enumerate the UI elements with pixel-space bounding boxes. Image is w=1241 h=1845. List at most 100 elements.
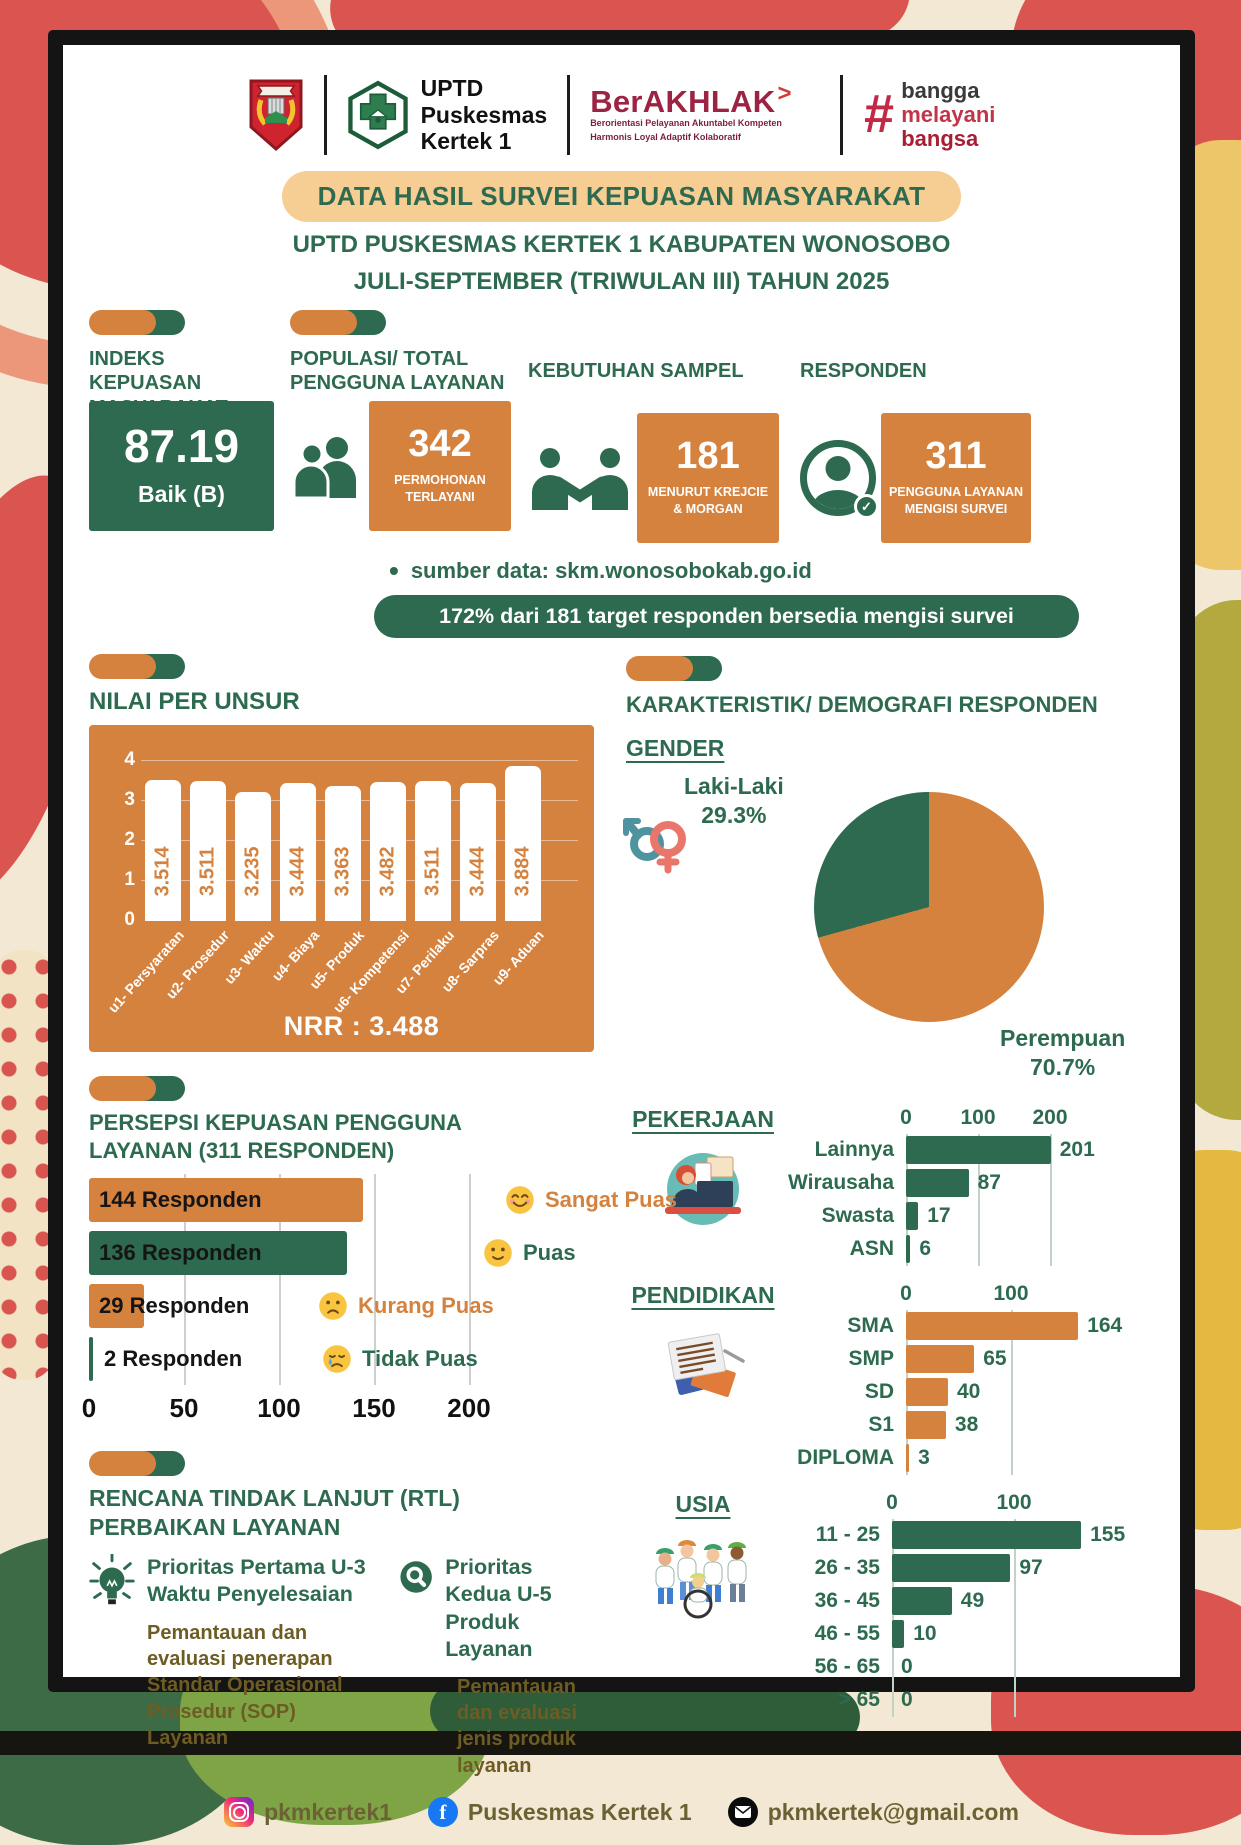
crying-face-icon	[323, 1345, 351, 1373]
bar-value-label: 17	[927, 1204, 951, 1227]
bar	[906, 1136, 1051, 1164]
email-icon	[727, 1797, 758, 1828]
usia-bar-row: 11 - 25 155	[788, 1519, 1154, 1552]
bar-category-label: 36 - 45	[814, 1589, 880, 1612]
footer-contacts: pkmkertek1 Puskesmas Kertek 1 pkmkertek@…	[89, 1797, 1154, 1828]
unsur-bar: 3.514	[145, 780, 181, 921]
stat-ikm: INDEKS KEPUASAN MASYARAKAT (IKM) 87.19 B…	[89, 310, 274, 543]
pendidikan-x-axis: 0 100	[900, 1282, 1154, 1310]
x-tick-label: u7- Perilaku	[391, 927, 457, 997]
pendidikan-bar-chart: 0 100 SMA 164 SMP 65 SD 40 S1 38 DIPLOMA 3	[788, 1282, 1154, 1475]
bar	[906, 1202, 919, 1230]
bangga-word: bangga	[901, 78, 980, 104]
documents-illustration	[667, 1332, 745, 1397]
bar-value-label: 3.235	[241, 846, 264, 897]
berakhlak-logo: BerAKHLAK > Berorientasi Pelayanan Akunt…	[590, 82, 820, 143]
facebook-contact: Puskesmas Kertek 1	[427, 1797, 692, 1828]
summary-stats-row: INDEKS KEPUASAN MASYARAKAT (IKM) 87.19 B…	[89, 310, 1154, 543]
unit-name-line: Puskesmas	[420, 101, 548, 128]
x-tick-label: 200	[1032, 1105, 1068, 1129]
persepsi-bar-row: 29 Responden Kurang Puas	[89, 1284, 594, 1328]
pie-label-perempuan: Perempuan 70.7%	[1000, 1024, 1126, 1081]
nrr-note: NRR : 3.488	[283, 1011, 440, 1041]
pendidikan-heading: PENDIDIKAN	[631, 1281, 775, 1308]
bar-category-label: SD	[864, 1380, 894, 1403]
bar-value-label: 10	[913, 1622, 937, 1645]
pendidikan-bar-row: DIPLOMA 3	[788, 1442, 1154, 1475]
usia-bar-row: 26 - 35 97	[788, 1552, 1154, 1585]
unsur-bar: 3.363	[325, 786, 361, 921]
y-tick-label: 0	[124, 909, 135, 930]
berakhlak-subtitle: Berorientasi Pelayanan Akuntabel Kompete…	[590, 118, 782, 129]
x-gridline	[279, 1174, 281, 1385]
pendidikan-bar-row: SMP 65	[788, 1343, 1154, 1376]
stat-sampel: KEBUTUHAN SAMPEL 181 MENURUT KREJCIE & M…	[528, 310, 784, 543]
bar-value-label: 49	[960, 1589, 985, 1612]
bar-value-label: 155	[1090, 1523, 1126, 1546]
puskesmas-cross-icon	[347, 80, 408, 150]
section-marker	[89, 310, 185, 335]
bar-category-label: 56 - 65	[814, 1655, 880, 1678]
x-tick-label: 150	[352, 1393, 396, 1423]
bar-value-label: 201	[1059, 1138, 1095, 1161]
x-tick-label: 0	[900, 1105, 912, 1129]
handshake-icon	[532, 448, 628, 510]
gender-pie-chart: Laki-Laki 29.3% Perempuan 70.7%	[618, 772, 1154, 1090]
persepsi-bar	[89, 1178, 363, 1222]
bar-value-label: 0	[901, 1688, 913, 1711]
ikm-category: Baik (B)	[138, 480, 225, 507]
rtl-body-text: Pemantauan dan evaluasi jenis produk lay…	[457, 1675, 578, 1777]
populasi-value: 342	[408, 423, 472, 466]
bar-label: 2 Responden	[104, 1346, 243, 1371]
section-marker	[89, 1451, 185, 1476]
x-tick-label: 100	[996, 1490, 1032, 1514]
unsur-bar-chart: 0 1 2 3 4 3.514 3.511 3.235 3.444 3.363 3.482 3.511…	[89, 725, 594, 1052]
bar-value-label: 3.444	[286, 846, 309, 897]
populasi-value-box: 342 PERMOHONAN TERLAYANI	[369, 401, 511, 531]
pekerjaan-bar-row: Lainnya 201	[788, 1134, 1154, 1167]
unit-name-line: UPTD	[420, 75, 484, 102]
pekerjaan-section: PEKERJAAN 0 100 2	[618, 1106, 1154, 1266]
x-tick-label: u3- Waktu	[220, 927, 277, 988]
pekerjaan-bar-chart: 0 100 200 Lainnya 201 Wirausaha 87 Swasta 17 ASN 6	[788, 1106, 1154, 1266]
usia-heading: USIA	[675, 1490, 731, 1517]
people-group-illustration	[655, 1539, 747, 1618]
section-marker	[626, 656, 722, 681]
bar-value-label: 97	[1019, 1556, 1043, 1579]
bar-category-label: SMA	[847, 1314, 894, 1337]
email-address: pkmkertek@gmail.com	[767, 1798, 1019, 1825]
demografi-heading: KARAKTERISTIK/ DEMOGRAFI RESPONDEN	[626, 692, 1098, 717]
infographic-card: UPTD Puskesmas Kertek 1 BerAKHLAK > Bero…	[48, 30, 1195, 1828]
source-note: sumber data: skm.wonosobokab.go.id	[389, 555, 1154, 587]
divider	[840, 75, 844, 155]
bar-value-label: 87	[977, 1171, 1001, 1194]
ikm-value-box: 87.19 Baik (B)	[89, 401, 274, 531]
unsur-bars: 3.514 3.511 3.235 3.444 3.363 3.482 3.511 3.444…	[145, 761, 578, 921]
ikm-value: 87.19	[123, 420, 240, 473]
stat-heading: RESPONDEN	[800, 360, 927, 382]
usia-section: USIA	[618, 1491, 1154, 1717]
hashtag-icon: #	[863, 84, 894, 145]
bar-value-label: 3	[918, 1446, 930, 1469]
y-tick-label: 2	[124, 829, 135, 850]
responden-value: 311	[925, 435, 987, 478]
section-marker	[89, 1076, 185, 1101]
bar-value-label: 3.511	[196, 847, 219, 896]
slightly-smiling-face-icon	[484, 1239, 512, 1267]
y-tick-label: 4	[124, 749, 135, 770]
page-title: DATA HASIL SURVEI KEPUASAN MASYARAKAT	[281, 171, 962, 222]
x-tick-label: 0	[81, 1393, 97, 1423]
rtl-second-priority: Prioritas Kedua U-5 Produk Layanan Peman…	[399, 1554, 594, 1780]
bar-category-label: 46 - 55	[814, 1622, 880, 1645]
unsur-bar: 3.511	[415, 780, 451, 921]
x-tick-label: 0	[886, 1490, 898, 1514]
bar-value-label: 0	[901, 1655, 913, 1678]
berakhlak-title: BerAKHLAK	[590, 84, 776, 120]
gender-heading: GENDER	[626, 734, 725, 761]
instagram-handle: pkmkertek1	[264, 1798, 392, 1825]
magnifier-icon	[400, 1560, 432, 1593]
bar	[906, 1378, 948, 1406]
responden-value-box: 311 PENGGUNA LAYANAN MENGISI SURVEI	[881, 413, 1031, 543]
highlight-banner: 172% dari 181 target responden bersedia …	[374, 595, 1079, 638]
x-gridline	[469, 1174, 471, 1385]
